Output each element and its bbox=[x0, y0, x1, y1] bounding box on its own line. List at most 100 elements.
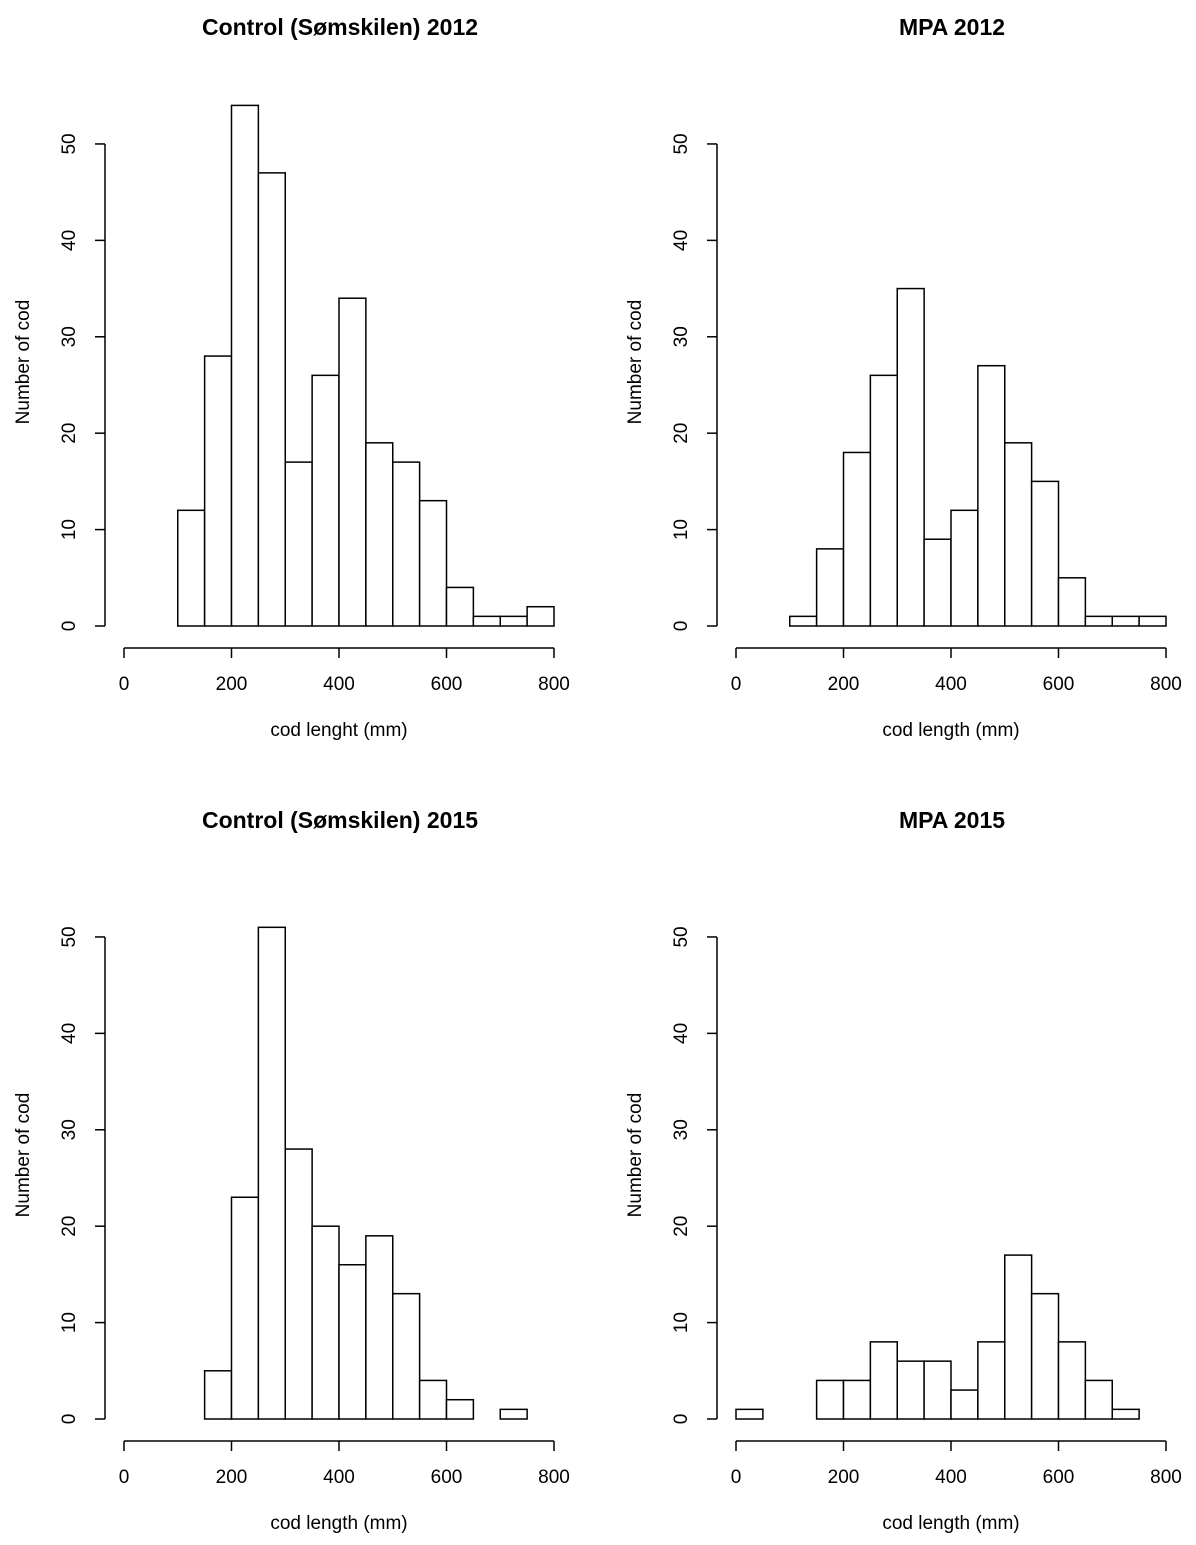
bar bbox=[1004, 442, 1033, 627]
bar bbox=[789, 615, 818, 627]
bar bbox=[869, 374, 898, 627]
bar bbox=[230, 104, 260, 627]
y-tick-label: 40 bbox=[671, 230, 692, 251]
bar bbox=[842, 1379, 872, 1420]
bar bbox=[365, 442, 394, 627]
bar bbox=[418, 499, 448, 627]
bar bbox=[311, 374, 340, 627]
y-tick-label: 0 bbox=[59, 621, 80, 632]
bar bbox=[923, 538, 952, 627]
y-tick-label: 30 bbox=[59, 326, 80, 347]
x-tick-label: 800 bbox=[538, 674, 570, 695]
y-tick-label: 10 bbox=[671, 519, 692, 540]
y-tick-label: 20 bbox=[59, 1216, 80, 1237]
y-axis-label: Number of cod bbox=[625, 300, 646, 425]
bar bbox=[1004, 1254, 1033, 1420]
chart-title: MPA 2012 bbox=[899, 14, 1005, 40]
y-axis-label: Number of cod bbox=[625, 1093, 646, 1218]
y-tick-label: 20 bbox=[671, 423, 692, 444]
y-tick-label: 30 bbox=[59, 1119, 80, 1140]
bar bbox=[977, 1341, 1006, 1420]
bar bbox=[311, 1225, 340, 1420]
bar bbox=[365, 1235, 394, 1420]
bar bbox=[1030, 1292, 1060, 1420]
y-tick-label: 50 bbox=[671, 133, 692, 154]
x-tick-label: 600 bbox=[431, 674, 463, 695]
bar bbox=[735, 1408, 764, 1420]
bar bbox=[177, 509, 206, 627]
x-axis-label: cod lenght (mm) bbox=[270, 720, 407, 741]
y-tick-label: 30 bbox=[671, 1119, 692, 1140]
bar bbox=[1057, 1341, 1087, 1420]
x-tick-label: 800 bbox=[1150, 674, 1182, 695]
bar bbox=[815, 1379, 845, 1420]
bar bbox=[1030, 480, 1060, 627]
y-tick-label: 50 bbox=[59, 926, 80, 947]
chart-title: Control (Sømskilen) 2012 bbox=[202, 14, 478, 40]
y-tick-label: 20 bbox=[671, 1216, 692, 1237]
x-tick-label: 800 bbox=[538, 1467, 570, 1488]
bar bbox=[526, 605, 555, 627]
bar bbox=[1084, 1379, 1113, 1420]
bar bbox=[950, 509, 979, 627]
y-tick-label: 40 bbox=[671, 1023, 692, 1044]
bar bbox=[1057, 577, 1087, 627]
chart-title: Control (Sømskilen) 2015 bbox=[202, 807, 478, 833]
bar bbox=[869, 1341, 898, 1420]
bar bbox=[445, 586, 475, 627]
y-axis-label: Number of cod bbox=[13, 1093, 34, 1218]
bar bbox=[203, 355, 233, 627]
x-axis-label: cod length (mm) bbox=[270, 1513, 407, 1534]
y-tick-label: 50 bbox=[59, 133, 80, 154]
bar bbox=[923, 1360, 952, 1420]
x-tick-label: 200 bbox=[828, 1467, 860, 1488]
bar bbox=[392, 461, 421, 627]
x-tick-label: 0 bbox=[119, 1467, 130, 1488]
x-tick-label: 200 bbox=[828, 674, 860, 695]
bar bbox=[499, 615, 528, 627]
x-tick-label: 400 bbox=[935, 1467, 967, 1488]
y-tick-label: 30 bbox=[671, 326, 692, 347]
x-tick-label: 0 bbox=[731, 1467, 742, 1488]
x-tick-label: 400 bbox=[935, 674, 967, 695]
y-tick-label: 0 bbox=[59, 1414, 80, 1425]
y-tick-label: 40 bbox=[59, 1023, 80, 1044]
y-tick-label: 50 bbox=[671, 926, 692, 947]
x-tick-label: 0 bbox=[731, 674, 742, 695]
bar bbox=[230, 1196, 260, 1420]
y-tick-label: 0 bbox=[671, 621, 692, 632]
x-tick-label: 400 bbox=[323, 1467, 355, 1488]
bar bbox=[896, 287, 925, 627]
bar bbox=[418, 1379, 448, 1420]
x-tick-label: 600 bbox=[1043, 1467, 1075, 1488]
x-tick-label: 400 bbox=[323, 674, 355, 695]
y-axis-label: Number of cod bbox=[13, 300, 34, 425]
bar bbox=[257, 926, 286, 1420]
bar bbox=[1084, 615, 1113, 627]
y-tick-label: 10 bbox=[59, 1312, 80, 1333]
y-tick-label: 40 bbox=[59, 230, 80, 251]
x-tick-label: 200 bbox=[216, 674, 248, 695]
bar bbox=[950, 1389, 979, 1420]
bar bbox=[977, 364, 1006, 627]
bar bbox=[284, 461, 313, 627]
bar bbox=[896, 1360, 925, 1420]
bar bbox=[338, 1263, 367, 1420]
bar bbox=[1111, 615, 1140, 627]
bar bbox=[203, 1370, 233, 1420]
bar bbox=[1138, 615, 1167, 627]
bar bbox=[257, 172, 286, 627]
bar bbox=[392, 1292, 421, 1420]
bar bbox=[842, 451, 872, 627]
y-tick-label: 20 bbox=[59, 423, 80, 444]
x-tick-label: 200 bbox=[216, 1467, 248, 1488]
chart-title: MPA 2015 bbox=[899, 807, 1005, 833]
bar bbox=[815, 548, 845, 627]
bar bbox=[472, 615, 501, 627]
x-tick-label: 0 bbox=[119, 674, 130, 695]
x-axis-label: cod length (mm) bbox=[882, 1513, 1019, 1534]
y-tick-label: 10 bbox=[671, 1312, 692, 1333]
x-tick-label: 800 bbox=[1150, 1467, 1182, 1488]
bar bbox=[1111, 1408, 1140, 1420]
